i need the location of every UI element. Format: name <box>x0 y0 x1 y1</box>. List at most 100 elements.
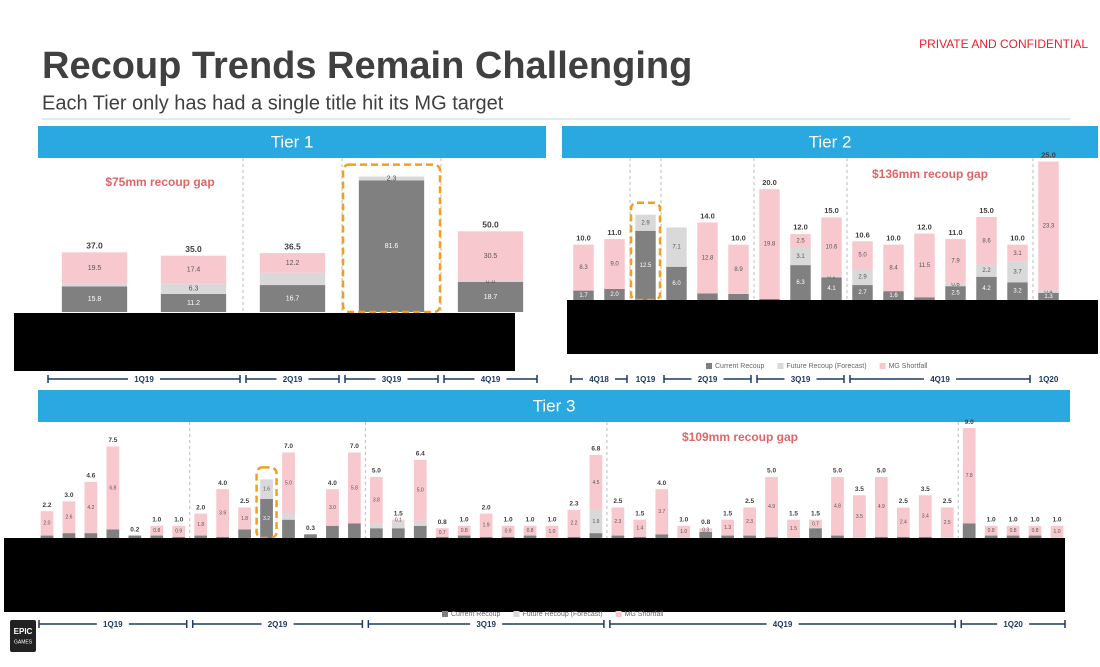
bar-segment <box>259 285 326 312</box>
bar-segment <box>304 534 317 538</box>
legend-label: MG Shortfall <box>889 363 928 370</box>
bar-segment <box>721 535 735 538</box>
bar-segment <box>589 509 603 534</box>
period-label-bg <box>1032 373 1065 385</box>
bar-segment <box>831 476 844 536</box>
segment-label: 8.3 <box>579 265 588 271</box>
total-label: 3.5 <box>855 486 864 493</box>
bar-segment <box>874 536 888 538</box>
bar-segment <box>106 446 120 530</box>
recoup-gap-annotation: $75mm recoup gap <box>105 175 214 189</box>
bar-segment <box>697 293 718 300</box>
legend-label: MG Shortfall <box>625 611 664 618</box>
bar-segment <box>326 525 339 538</box>
redaction <box>567 300 1098 354</box>
bar-segment <box>358 176 425 181</box>
bar-segment <box>1006 525 1020 536</box>
total-label: 0.8 <box>438 519 447 526</box>
total-label: 25.0 <box>1041 151 1056 160</box>
segment-label: 2.5 <box>951 291 960 297</box>
segment-label: 6.8 <box>109 485 116 491</box>
total-label: 1.0 <box>547 517 556 524</box>
segment-label: 8.4 <box>889 265 898 271</box>
bar-segment <box>1007 261 1028 283</box>
segment-label: 0.7 <box>439 530 446 536</box>
bar-segment <box>479 536 493 538</box>
period-label-bg <box>261 618 294 630</box>
bar-segment <box>391 519 405 521</box>
logo-text: EPIC <box>14 627 33 636</box>
segment-label: 7.8 <box>966 473 973 479</box>
bar-segment <box>984 525 998 536</box>
bar-segment <box>883 291 904 300</box>
bar-segment <box>358 180 425 312</box>
bar-segment <box>1028 535 1042 538</box>
total-label: 2.0 <box>196 504 205 511</box>
bar-segment <box>523 525 537 536</box>
total-label: 4.0 <box>328 480 337 487</box>
segment-label: 4.2 <box>87 505 94 511</box>
bar-segment <box>677 525 691 538</box>
bar-segment <box>721 519 735 536</box>
segment-label: 23.3 <box>1043 224 1055 230</box>
segment-label: 5.8 <box>351 485 358 491</box>
bar-segment <box>1007 244 1028 262</box>
total-label: 6.4 <box>416 451 425 458</box>
segment-label: 2.4 <box>900 519 907 525</box>
period-label-bg <box>375 373 408 385</box>
bar-segment <box>787 519 800 538</box>
segment-label: 1.9 <box>483 523 490 529</box>
bar-segment <box>413 520 427 526</box>
period-label: 1Q20 <box>1003 620 1023 629</box>
period-label: 2Q19 <box>283 375 303 384</box>
bar-segment <box>1007 282 1028 300</box>
bar-segment <box>160 255 227 284</box>
bar-segment <box>984 535 998 538</box>
bar-segment <box>391 528 405 538</box>
legend-swatch <box>442 611 448 617</box>
bar-segment <box>633 519 647 537</box>
total-label: 6.8 <box>591 446 600 453</box>
total-label: 5.0 <box>767 468 776 475</box>
segment-label: 1.7 <box>579 293 588 299</box>
total-label: 10.0 <box>731 234 746 243</box>
period-label: 3Q19 <box>382 375 402 384</box>
segment-label: 0.9 <box>175 529 182 535</box>
bar-segment <box>84 481 98 534</box>
bar-segment <box>635 214 656 231</box>
total-label: 4.0 <box>218 480 227 487</box>
segment-label: 3.2 <box>263 516 270 522</box>
highlight-box <box>341 163 442 314</box>
period-label: 4Q19 <box>773 620 793 629</box>
segment-label: 2.0 <box>610 292 619 298</box>
segment-label: 4.9 <box>768 504 775 510</box>
segment-label: 0.8 <box>486 278 496 285</box>
bar-segment <box>369 528 383 538</box>
bar-segment <box>348 452 361 524</box>
segment-label: 2.3 <box>746 519 753 525</box>
bar-segment <box>259 272 326 286</box>
bar-segment <box>160 293 227 312</box>
segment-label: 3.7 <box>658 509 665 515</box>
segment-label: 0.6 <box>951 282 960 288</box>
total-label: 1.5 <box>789 510 798 517</box>
period-label-bg <box>128 373 160 385</box>
total-label: 15.0 <box>824 206 839 215</box>
bar-segment <box>962 523 976 538</box>
period-label: 2Q19 <box>698 375 718 384</box>
bar-segment <box>457 525 471 536</box>
total-label: 9.0 <box>965 419 974 426</box>
segment-label: 6.3 <box>189 286 199 293</box>
segment-label: 1.0 <box>680 529 687 535</box>
bar-segment <box>457 231 524 281</box>
bar-segment <box>883 244 904 292</box>
segment-label: 10.6 <box>826 244 838 250</box>
bar-segment <box>282 513 295 520</box>
bar-segment <box>369 523 383 529</box>
total-label: 35.0 <box>185 244 202 254</box>
bar-segment <box>743 507 756 536</box>
total-label: 5.0 <box>877 468 886 475</box>
segment-label: 1.0 <box>549 529 556 535</box>
bar-segment <box>914 233 935 298</box>
bar-segment <box>896 536 910 538</box>
